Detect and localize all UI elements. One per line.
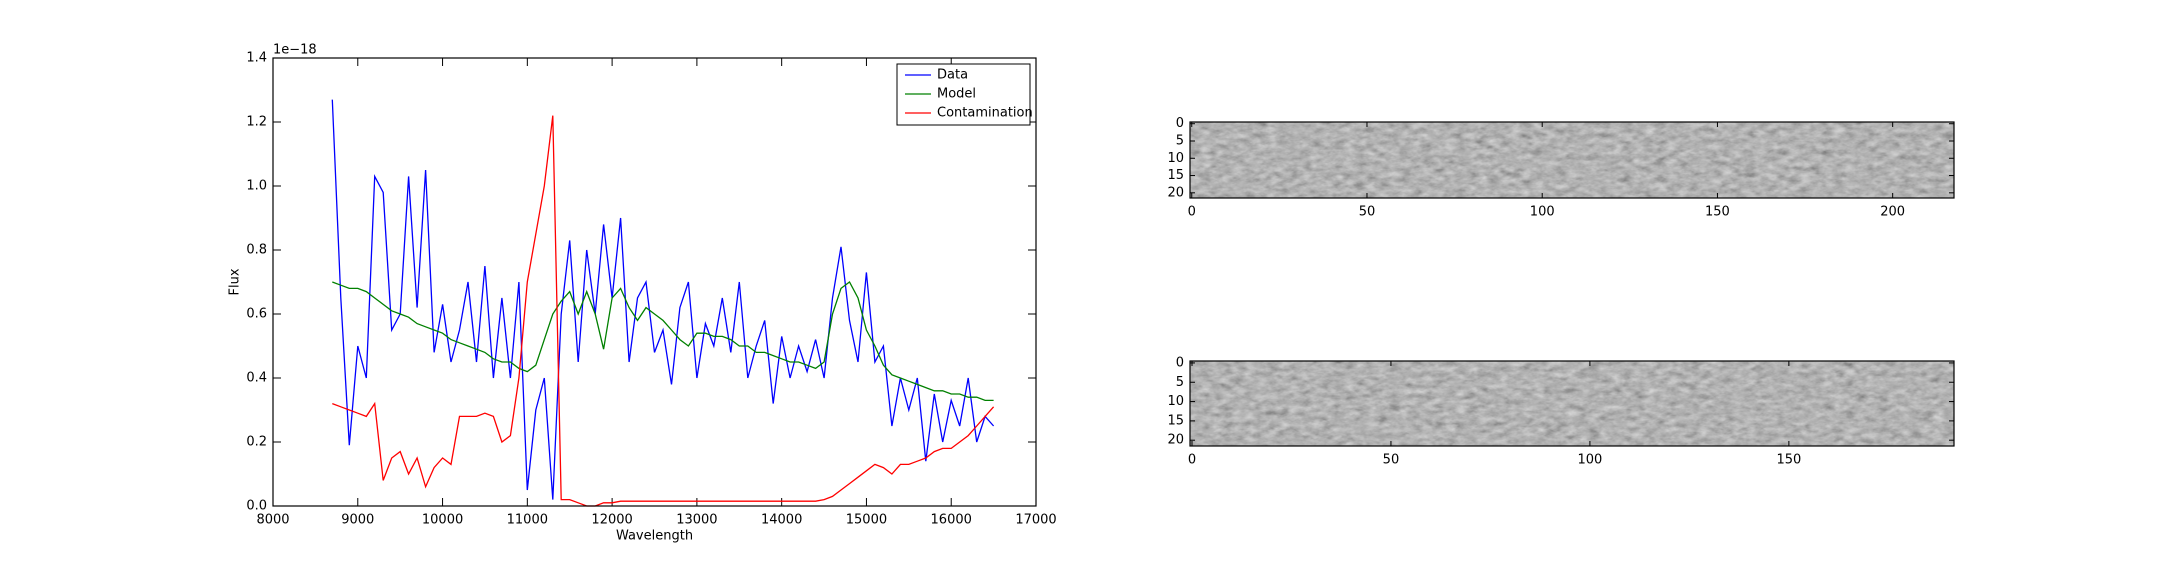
- axes-frame: [1189, 121, 1955, 199]
- x-tick-label: 11000: [507, 513, 548, 528]
- x-axis-label: Wavelength: [616, 529, 693, 544]
- x-tick-label: 10000: [422, 513, 463, 528]
- x-tick-label: 9000: [341, 513, 374, 528]
- x-tick-label: 17000: [1015, 513, 1056, 528]
- axes-frame: [1189, 360, 1955, 447]
- x-tick-label: 150: [1776, 453, 1801, 468]
- y-tick-label: 15: [1167, 413, 1184, 428]
- y-tick-label: 0.0: [246, 499, 267, 514]
- x-tick-label: 100: [1577, 453, 1602, 468]
- y-tick-label: 0.4: [246, 371, 267, 386]
- x-tick-label: 14000: [761, 513, 802, 528]
- legend-label: Data: [937, 68, 968, 83]
- x-tick-label: 8000: [256, 513, 289, 528]
- y-tick-label: 0.8: [246, 243, 267, 258]
- x-tick-label: 15000: [846, 513, 887, 528]
- y-tick-label: 20: [1167, 185, 1184, 200]
- data-line: [331, 99, 995, 500]
- x-tick-label: 100: [1530, 205, 1555, 220]
- x-tick-label: 0: [1188, 205, 1196, 220]
- axes-frame: [272, 57, 1037, 507]
- y-tick-label: 5: [1176, 375, 1184, 390]
- y-tick-label: 15: [1167, 168, 1184, 183]
- y-tick-label: 0.2: [246, 435, 267, 450]
- y-tick-label: 0.6: [246, 307, 267, 322]
- image: [1190, 361, 1954, 446]
- y-tick-label: 5: [1176, 134, 1184, 149]
- y-tick-label: 0: [1176, 355, 1184, 370]
- y-tick-label: 1.4: [246, 51, 267, 66]
- offset-label: 1e−18: [273, 43, 317, 58]
- y-tick-label: 20: [1167, 433, 1184, 448]
- x-tick-label: 200: [1880, 205, 1905, 220]
- legend-label: Contamination: [937, 106, 1033, 121]
- data-line: [332, 115, 995, 507]
- x-tick-label: 50: [1383, 453, 1400, 468]
- y-tick-label: 1.2: [246, 115, 267, 130]
- y-tick-label: 10: [1167, 394, 1184, 409]
- x-tick-label: 12000: [591, 513, 632, 528]
- y-tick-label: 1.0: [246, 179, 267, 194]
- x-tick-label: 16000: [931, 513, 972, 528]
- y-axis-label: Flux: [228, 268, 243, 295]
- x-tick-label: 13000: [676, 513, 717, 528]
- x-tick-label: 0: [1188, 453, 1196, 468]
- y-tick-label: 0: [1176, 116, 1184, 131]
- data-line: [332, 281, 994, 402]
- x-tick-label: 150: [1705, 205, 1730, 220]
- legend-label: Model: [937, 87, 976, 102]
- image: [1190, 122, 1954, 198]
- y-tick-label: 10: [1167, 151, 1184, 166]
- x-tick-label: 50: [1359, 205, 1376, 220]
